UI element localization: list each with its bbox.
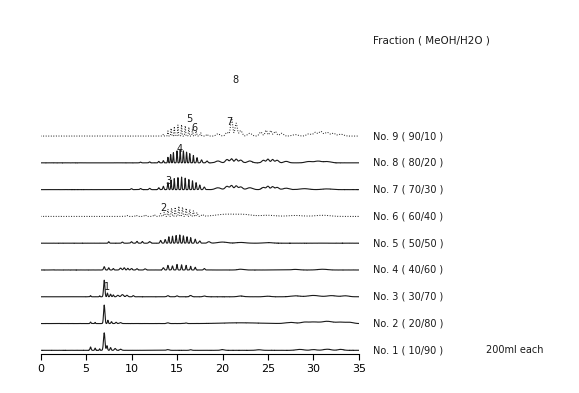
Text: 6: 6 <box>191 123 197 133</box>
Text: No. 7 ( 70/30 ): No. 7 ( 70/30 ) <box>373 185 444 195</box>
Text: No. 3 ( 30/70 ): No. 3 ( 30/70 ) <box>373 292 444 302</box>
Text: 5: 5 <box>186 114 192 124</box>
Text: No. 1 ( 10/90 ): No. 1 ( 10/90 ) <box>373 345 444 355</box>
Text: 7: 7 <box>226 117 233 127</box>
Text: No. 2 ( 20/80 ): No. 2 ( 20/80 ) <box>373 319 444 329</box>
Text: 2: 2 <box>160 203 167 213</box>
Text: 4: 4 <box>177 144 183 154</box>
Text: 3: 3 <box>166 176 172 186</box>
Text: No. 9 ( 90/10 ): No. 9 ( 90/10 ) <box>373 131 444 141</box>
Text: 200ml each: 200ml each <box>486 345 544 355</box>
Text: No. 6 ( 60/40 ): No. 6 ( 60/40 ) <box>373 211 444 221</box>
Text: No. 8 ( 80/20 ): No. 8 ( 80/20 ) <box>373 158 444 168</box>
Text: Fraction ( MeOH/H2O ): Fraction ( MeOH/H2O ) <box>373 35 490 45</box>
Text: 1: 1 <box>104 282 110 292</box>
Text: No. 5 ( 50/50 ): No. 5 ( 50/50 ) <box>373 238 444 248</box>
Text: 8: 8 <box>232 75 239 85</box>
Text: No. 4 ( 40/60 ): No. 4 ( 40/60 ) <box>373 265 444 275</box>
